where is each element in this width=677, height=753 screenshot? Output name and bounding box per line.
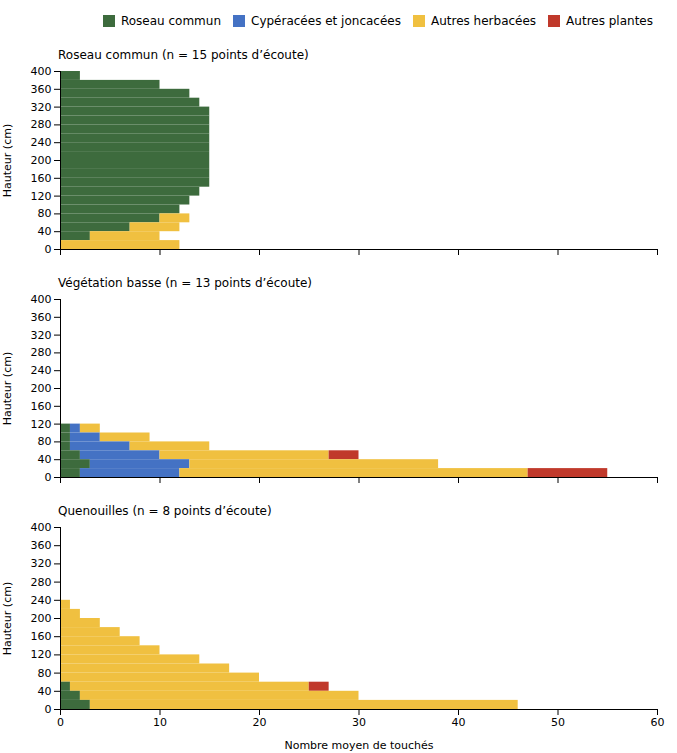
svg-text:50: 50 [551, 716, 565, 729]
svg-text:40: 40 [452, 716, 466, 729]
svg-text:240: 240 [31, 364, 52, 377]
svg-text:320: 320 [31, 329, 52, 342]
svg-text:280: 280 [31, 118, 52, 131]
svg-text:320: 320 [31, 557, 52, 570]
svg-text:240: 240 [31, 136, 52, 149]
svg-text:200: 200 [31, 382, 52, 395]
svg-text:400: 400 [31, 65, 52, 78]
svg-text:120: 120 [31, 418, 52, 431]
svg-text:0: 0 [45, 243, 52, 256]
svg-text:10: 10 [153, 716, 167, 729]
svg-text:Nombre moyen de touchés: Nombre moyen de touchés [284, 739, 433, 752]
svg-text:60: 60 [651, 716, 665, 729]
svg-text:40: 40 [38, 685, 52, 698]
html-text:Autres herbacées: Autres herbacées [431, 13, 537, 28]
svg-text:20: 20 [253, 716, 267, 729]
svg-text:0: 0 [45, 703, 52, 716]
svg-text:30: 30 [352, 716, 366, 729]
svg-text:0: 0 [45, 471, 52, 484]
svg-text:120: 120 [31, 190, 52, 203]
svg-text:280: 280 [31, 576, 52, 589]
svg-text:80: 80 [38, 435, 52, 448]
html-text:Autres plantes: Autres plantes [566, 13, 653, 28]
svg-text:200: 200 [31, 612, 52, 625]
svg-text:320: 320 [31, 101, 52, 114]
svg-text:400: 400 [31, 521, 52, 534]
svg-text:160: 160 [31, 400, 52, 413]
svg-text:80: 80 [38, 667, 52, 680]
svg-text:120: 120 [31, 648, 52, 661]
html-text:Quenouilles (n = 8 points d’éc: Quenouilles (n = 8 points d’écoute) [58, 504, 272, 518]
svg-text:400: 400 [31, 293, 52, 306]
svg-text:160: 160 [31, 630, 52, 643]
svg-text:40: 40 [38, 225, 52, 238]
svg-text:0: 0 [57, 716, 64, 729]
svg-text:160: 160 [31, 172, 52, 185]
svg-text:80: 80 [38, 207, 52, 220]
html-text:Roseau commun (n = 15 points d: Roseau commun (n = 15 points d’écoute) [58, 48, 309, 62]
html-text:Végétation basse (n = 13 point: Végétation basse (n = 13 points d’écoute… [58, 276, 312, 290]
svg-text:360: 360 [31, 311, 52, 324]
svg-text:280: 280 [31, 346, 52, 359]
html-text:Roseau commun: Roseau commun [120, 13, 221, 28]
svg-text:360: 360 [31, 83, 52, 96]
svg-text:40: 40 [38, 453, 52, 466]
svg-text:200: 200 [31, 154, 52, 167]
svg-text:360: 360 [31, 539, 52, 552]
html-text:Cypéracées et joncacées: Cypéracées et joncacées [251, 13, 401, 28]
svg-text:240: 240 [31, 594, 52, 607]
svg-text:Hauteur (cm): Hauteur (cm) [1, 582, 14, 655]
svg-text:Hauteur (cm): Hauteur (cm) [1, 352, 14, 425]
svg-text:Hauteur (cm): Hauteur (cm) [1, 124, 14, 197]
